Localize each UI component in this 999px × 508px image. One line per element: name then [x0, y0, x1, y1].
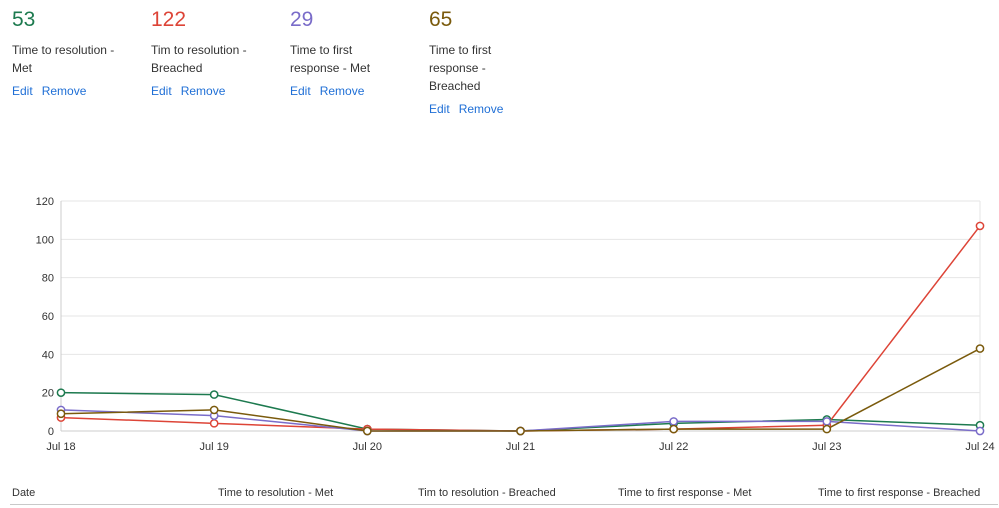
y-tick-label: 0 [48, 426, 54, 438]
line-chart: 0 20 40 60 80 100 120 Jul 18 Jul 19 Jul 20 Jul 21 J… [36, 196, 995, 453]
data-point [975, 221, 985, 231]
y-tick-label: 60 [42, 311, 54, 323]
stat-card: 122 Tim to resolution - Breached Edit Rem… [151, 6, 271, 99]
edit-link[interactable]: Edit [290, 84, 311, 98]
column-header-resolution-breached[interactable]: Tim to resolution - Breached [418, 487, 556, 499]
stat-value: 29 [290, 8, 314, 31]
edit-link[interactable]: Edit [12, 84, 33, 98]
series-line [60, 391, 981, 432]
x-tick-label: Jul 22 [659, 441, 688, 453]
column-header-first-response-met[interactable]: Time to first response - Met [618, 487, 752, 499]
y-tick-label: 40 [42, 349, 54, 361]
data-point [822, 424, 832, 434]
x-tick-label: Jul 20 [353, 441, 382, 453]
series-line [60, 225, 981, 432]
data-point [975, 426, 985, 436]
remove-link[interactable]: Remove [41, 84, 87, 98]
stat-label: Time to resolution - Met [12, 43, 115, 75]
data-point [56, 388, 66, 398]
data-point [362, 426, 372, 436]
data-point [669, 424, 679, 434]
remove-link[interactable]: Remove [180, 84, 226, 98]
remove-link[interactable]: Remove [319, 84, 365, 98]
stat-card: 65 Time to first response - Breached Edi… [429, 6, 549, 117]
x-tick-label: Jul 18 [46, 441, 75, 453]
stat-label: Tim to resolution - Breached [151, 43, 247, 75]
data-point [822, 417, 832, 426]
series-line [60, 347, 981, 432]
x-tick-label: Jul 19 [199, 441, 228, 453]
y-tick-label: 80 [42, 273, 54, 285]
y-tick-label: 120 [36, 196, 54, 208]
stat-label: Time to first response - Breached [429, 43, 492, 93]
data-point [516, 426, 525, 436]
stats-panel: 53 Time to resolution - Met Edit Remove 1… [0, 0, 999, 130]
x-tick-label: Jul 23 [812, 441, 841, 453]
stat-label: Time to first response - Met [290, 43, 371, 75]
y-tick-label: 20 [42, 388, 54, 400]
data-point [669, 417, 679, 426]
column-header-first-response-breached[interactable]: Time to first response - Breached [818, 487, 981, 499]
data-point [56, 409, 66, 419]
y-tick-label: 100 [36, 234, 54, 246]
stat-value: 65 [429, 8, 453, 31]
x-tick-label: Jul 24 [965, 441, 994, 453]
table-header: Date Time to resolution - Met Tim to res… [10, 484, 998, 505]
remove-link[interactable]: Remove [458, 102, 504, 116]
edit-link[interactable]: Edit [151, 84, 172, 98]
stat-card: 53 Time to resolution - Met Edit Remove [12, 6, 132, 99]
stat-value: 122 [151, 8, 187, 31]
data-point [209, 405, 219, 415]
column-header-resolution-met[interactable]: Time to resolution - Met [218, 487, 334, 499]
stat-value: 53 [12, 8, 36, 31]
x-tick-label: Jul 21 [506, 441, 535, 453]
edit-link[interactable]: Edit [429, 102, 450, 116]
data-point [209, 418, 219, 428]
column-header-date[interactable]: Date [12, 487, 36, 499]
data-point [975, 344, 985, 353]
stat-card: 29 Time to first response - Met Edit Remo… [290, 6, 410, 99]
data-point [209, 390, 219, 399]
